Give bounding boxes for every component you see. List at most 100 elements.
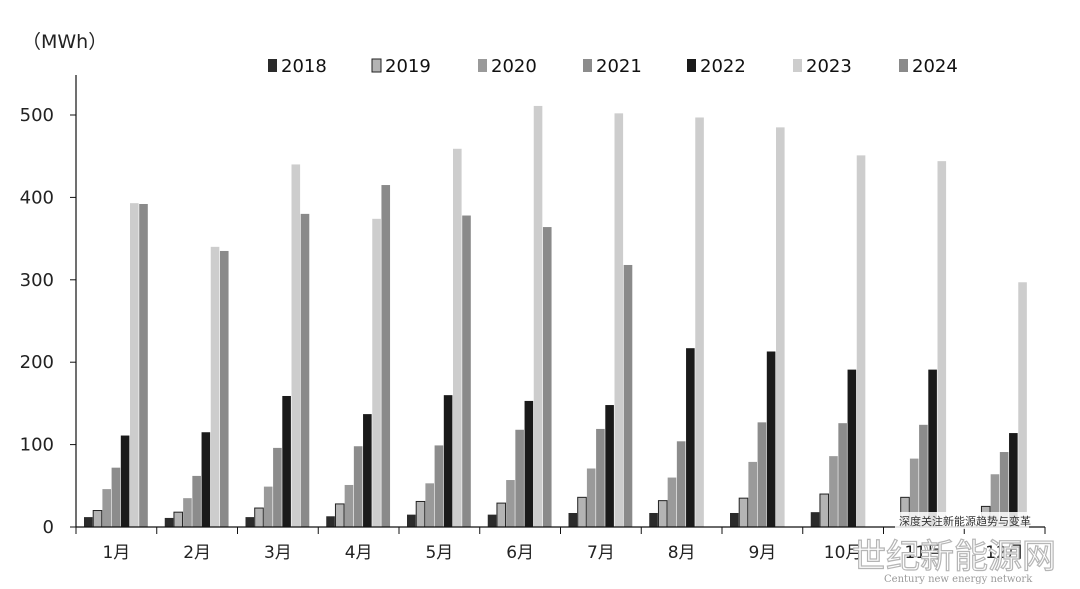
y-tick-label: 0 <box>43 517 54 538</box>
bar-2021-5月 <box>434 445 444 527</box>
bar-2019-8月 <box>657 500 668 528</box>
bar-2021-8月 <box>676 441 686 527</box>
bar-2020-4月 <box>344 484 354 527</box>
watermark: 深度关注新能源趋势与变革 世纪新能源网 Century new energy n… <box>851 512 1057 585</box>
bar-2019-5月 <box>415 500 426 528</box>
y-tick-label: 500 <box>20 105 54 126</box>
y-axis: 0 100 200 300 400 500 <box>20 75 77 538</box>
bar-2019-1月 <box>92 510 103 528</box>
legend-swatch-2023 <box>793 59 802 72</box>
bar-2022-7月 <box>605 405 614 527</box>
bar-2021-11月 <box>919 424 928 527</box>
bar-2022-1月 <box>120 435 130 527</box>
bar-2024-5月 <box>462 215 471 527</box>
bar-2022-8月 <box>686 348 695 527</box>
legend-swatch-2021 <box>583 59 592 72</box>
x-category-label: 5月 <box>425 543 453 563</box>
legend-label-2020: 2020 <box>491 56 537 77</box>
y-tick-label: 300 <box>20 270 54 291</box>
bar-2024-1月 <box>139 203 148 527</box>
bar-2023-2月 <box>210 246 220 527</box>
bar-2021-1月 <box>111 467 121 527</box>
bar-2018-8月 <box>649 512 658 527</box>
legend-label-2024: 2024 <box>912 56 958 77</box>
bar-2020-1月 <box>102 489 111 527</box>
watermark-slogan-box <box>895 512 1029 529</box>
legend-swatch-2022 <box>687 59 696 72</box>
bar-2022-10月 <box>847 369 857 527</box>
x-category-label: 10月 <box>824 543 863 563</box>
bar-2018-4月 <box>326 516 335 527</box>
bar-2018-5月 <box>407 514 416 527</box>
bar-2019-3月 <box>254 507 264 528</box>
bar-2020-12月 <box>990 474 1000 527</box>
x-category-label: 8月 <box>668 543 696 563</box>
bar-2024-4月 <box>381 185 391 528</box>
bar-2018-10月 <box>810 512 820 527</box>
bar-2024-7月 <box>623 264 633 527</box>
bar-2020-6月 <box>506 480 515 527</box>
bar-2024-6月 <box>542 227 552 527</box>
bar-2021-10月 <box>838 423 847 527</box>
watermark-slogan: 深度关注新能源趋势与变革 <box>899 514 1031 528</box>
bar-2019-6月 <box>496 502 507 528</box>
bar-2023-9月 <box>776 127 785 528</box>
y-tick-label: 100 <box>20 435 54 456</box>
bar-2023-1月 <box>130 203 139 527</box>
bar-2023-4月 <box>372 218 381 527</box>
bar-2020-7月 <box>586 468 596 527</box>
legend-label-2018: 2018 <box>281 56 327 77</box>
bar-2019-7月 <box>577 496 587 528</box>
x-axis: 1月 2月 3月 4月 5月 6月 7月 8月 9月 10月 11月 12月 <box>75 526 1046 563</box>
bar-2020-8月 <box>667 477 677 527</box>
bars <box>84 105 1027 528</box>
legend: 2018 2019 2020 2021 2022 2023 2024 <box>268 56 958 77</box>
bar-2020-2月 <box>183 498 192 527</box>
bar-2021-7月 <box>596 428 605 527</box>
bar-2018-7月 <box>568 512 578 527</box>
bar-2023-6月 <box>533 105 543 527</box>
legend-swatch-2020 <box>478 59 487 72</box>
bar-2019-4月 <box>334 503 345 528</box>
legend-swatch-2018 <box>268 59 277 72</box>
bar-2020-11月 <box>909 458 919 527</box>
x-category-label: 3月 <box>264 543 292 563</box>
x-category-label: 1月 <box>102 543 130 563</box>
bar-2019-2月 <box>173 511 184 528</box>
bar-2023-11月 <box>937 161 947 528</box>
bar-2022-12月 <box>1009 433 1018 527</box>
bar-2023-10月 <box>856 155 866 527</box>
bar-2022-4月 <box>363 414 372 527</box>
legend-label-2022: 2022 <box>700 56 746 77</box>
x-category-label: 7月 <box>587 543 615 563</box>
bar-2022-11月 <box>928 369 937 527</box>
bar-2022-9月 <box>766 351 776 527</box>
bar-2020-10月 <box>829 456 838 527</box>
bar-2021-4月 <box>353 446 363 527</box>
x-category-label: 4月 <box>345 543 373 563</box>
watermark-logo-en: Century new energy network <box>884 574 1033 585</box>
bar-2018-3月 <box>245 517 255 527</box>
bar-2024-3月 <box>300 213 310 527</box>
bar-2020-3月 <box>263 486 273 527</box>
bar-2022-5月 <box>443 395 453 527</box>
legend-label-2019: 2019 <box>385 56 431 77</box>
bar-2019-10月 <box>819 493 830 528</box>
bar-2023-3月 <box>291 164 301 527</box>
bar-2023-12月 <box>1018 282 1027 527</box>
legend-swatch-2024 <box>899 59 908 72</box>
bar-2022-3月 <box>282 395 291 527</box>
unit-label: （MWh） <box>22 31 107 53</box>
bar-2019-9月 <box>738 497 749 528</box>
bar-2021-9月 <box>757 422 767 527</box>
bar-2020-9月 <box>748 461 757 527</box>
x-category-label: 6月 <box>506 543 534 563</box>
bar-2018-1月 <box>84 517 93 527</box>
x-category-label: 12月 <box>985 543 1024 563</box>
legend-swatch-2019 <box>371 58 382 73</box>
watermark-logo-cn: 世纪新能源网 <box>852 537 1056 577</box>
bar-2023-7月 <box>614 113 624 528</box>
bar-2018-9月 <box>730 512 739 527</box>
bar-2021-2月 <box>192 475 201 527</box>
